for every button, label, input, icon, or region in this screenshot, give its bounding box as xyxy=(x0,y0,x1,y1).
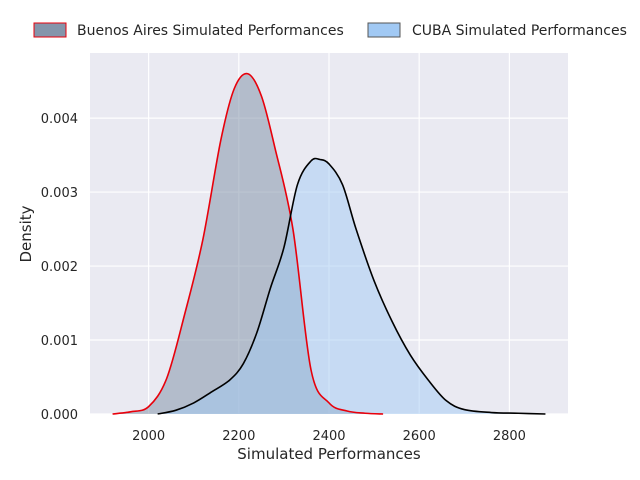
series-layer xyxy=(112,72,546,415)
legend-label-buenos-aires: Buenos Aires Simulated Performances xyxy=(77,23,344,39)
density-area-buenos-aires xyxy=(112,73,384,414)
legend-label-cuba: CUBA Simulated Performances xyxy=(412,23,627,39)
y-tick-label: 0.002 xyxy=(41,260,78,275)
density-line-cuba xyxy=(157,157,546,415)
x-tick-label: 2600 xyxy=(403,429,436,444)
legend-swatch-cuba xyxy=(367,22,401,38)
y-axis-label: Density xyxy=(17,205,35,262)
y-axis-ticks: 0.000 0.001 0.002 0.003 0.004 xyxy=(41,112,78,423)
density-line-buenos-aires xyxy=(112,72,384,415)
x-axis-ticks: 2000 2200 2400 2600 2800 xyxy=(132,429,526,444)
y-tick-label: 0.003 xyxy=(41,186,78,201)
x-axis-label: Simulated Performances xyxy=(237,445,421,463)
x-tick-label: 2200 xyxy=(222,429,255,444)
x-tick-label: 2800 xyxy=(493,429,526,444)
y-tick-label: 0.000 xyxy=(41,408,78,423)
x-tick-label: 2000 xyxy=(132,429,165,444)
x-tick-label: 2400 xyxy=(312,429,345,444)
y-tick-label: 0.004 xyxy=(41,112,78,127)
legend-swatch-buenos-aires xyxy=(33,22,67,38)
y-tick-label: 0.001 xyxy=(41,334,78,349)
density-area-cuba xyxy=(157,158,546,414)
legend: Buenos Aires Simulated Performances CUBA… xyxy=(33,22,627,39)
